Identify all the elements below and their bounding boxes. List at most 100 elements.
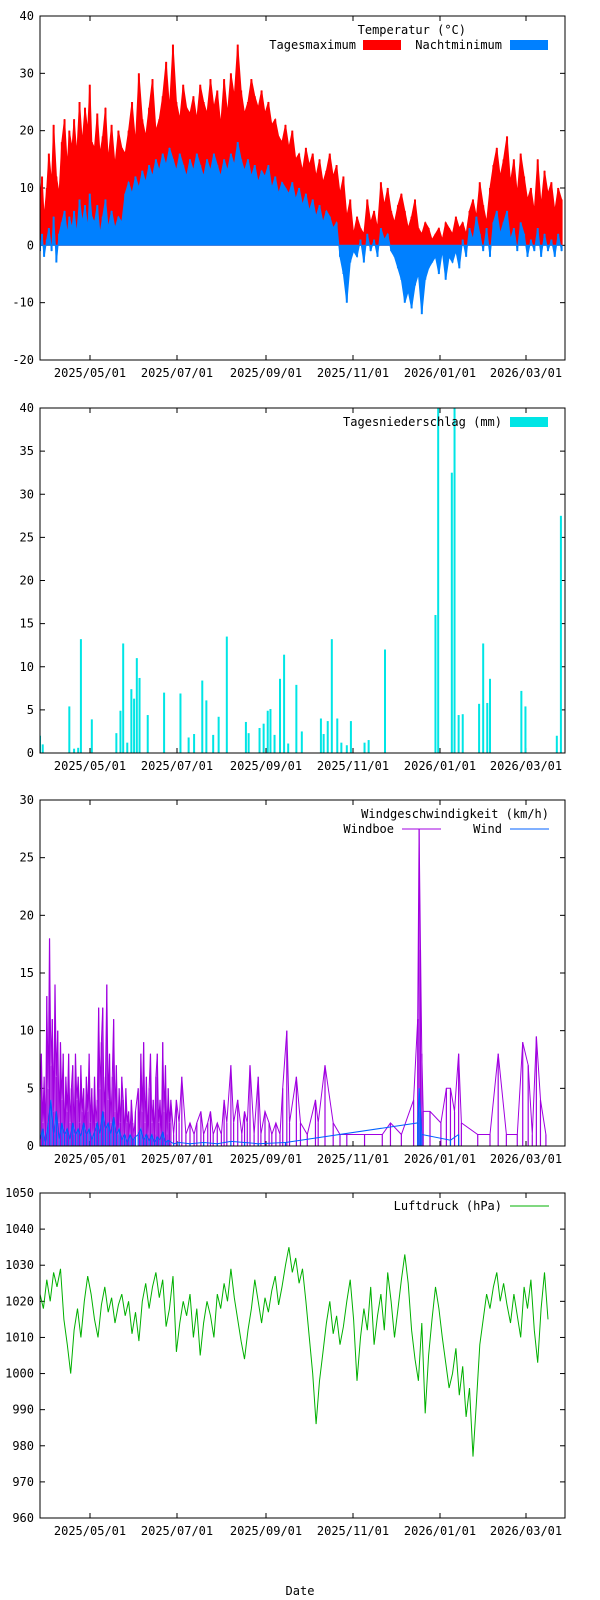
plot-frame [39, 407, 566, 754]
x-tick-label: 2026/03/01 [490, 1152, 562, 1166]
x-tick-label: 2025/11/01 [317, 1152, 389, 1166]
y-tick-label: 1010 [5, 1330, 34, 1344]
y-tick-label: 20 [20, 908, 34, 922]
x-tick-label: 2025/09/01 [230, 1152, 302, 1166]
data-bar [266, 710, 269, 753]
data-bar [319, 718, 322, 753]
data-bar [135, 658, 138, 753]
x-tick-label: 2025/09/01 [230, 759, 302, 773]
y-tick-label: 0 [27, 238, 34, 252]
series-1 [40, 142, 563, 315]
data-bar [461, 714, 464, 753]
x-tick-label: 2026/01/01 [404, 1152, 476, 1166]
y-tick-label: 30 [20, 487, 34, 501]
y-tick-label: -10 [12, 296, 34, 310]
legend-label: Windboe [343, 822, 394, 836]
data-bar [79, 639, 82, 753]
data-bar [349, 721, 352, 753]
air-pressure-chart: 1050 1040 1030 1020 1010 1000 990 980 970 960 2025… [5, 1186, 566, 1538]
plot-area [40, 1247, 549, 1457]
data-bar [340, 742, 343, 753]
data-bar [212, 734, 215, 753]
series-0 [40, 408, 562, 753]
x-axis-label: Date [286, 1584, 315, 1598]
data-bar [273, 734, 276, 753]
data-bar [163, 692, 166, 753]
plot-area [40, 828, 547, 1146]
x-tick-label: 2025/09/01 [230, 366, 302, 380]
data-bar [244, 721, 247, 753]
wind-speed-chart: 30 25 20 15 10 5 0 2025/05/01 2025/07/01 2025/09/… [20, 793, 566, 1166]
x-tick-label: 2025/07/01 [141, 366, 213, 380]
y-tick-label: 5 [27, 703, 34, 717]
x-tick-label: 2025/07/01 [141, 1524, 213, 1538]
plot-frame [39, 799, 566, 1147]
data-bar [295, 684, 298, 753]
data-bar [486, 702, 489, 753]
y-tick-label: 1040 [5, 1222, 34, 1236]
legend-swatch [510, 40, 548, 50]
plot-frame [39, 15, 566, 361]
data-bar [217, 716, 220, 753]
x-tick-label: 2026/01/01 [404, 759, 476, 773]
x-tick-label: 2026/01/01 [404, 1524, 476, 1538]
legend-label: Wind [473, 822, 502, 836]
y-tick-label: 1000 [5, 1367, 34, 1381]
data-bar [138, 677, 141, 753]
data-bar [262, 723, 265, 753]
y-tick-label: 15 [20, 617, 34, 631]
plot-area [40, 408, 562, 753]
y-tick-label: 960 [12, 1511, 34, 1525]
y-tick-label: 0 [27, 746, 34, 760]
legend-label: Luftdruck (hPa) [394, 1199, 502, 1213]
data-bar [434, 615, 437, 753]
y-tick-label: 1030 [5, 1258, 34, 1272]
x-tick-label: 2025/11/01 [317, 1524, 389, 1538]
x-tick-label: 2026/01/01 [404, 366, 476, 380]
legend-label: Tagesmaximum [269, 38, 356, 52]
y-tick-label: 40 [20, 401, 34, 415]
data-bar [478, 703, 481, 753]
x-tick-label: 2025/05/01 [54, 366, 126, 380]
data-bar [122, 643, 125, 753]
data-bar [384, 649, 386, 753]
data-bar [68, 706, 71, 753]
data-bar [330, 639, 333, 753]
temperature-chart: 40 30 20 10 0 -10 -20 2025/05/01 2025/07/01 2025/… [12, 9, 566, 380]
data-bar [247, 733, 250, 753]
data-bar [90, 719, 93, 753]
legend-label: Nachtminimum [415, 38, 502, 52]
y-tick-label: 15 [20, 966, 34, 980]
data-bar [269, 709, 272, 753]
x-tick-label: 2025/07/01 [141, 1152, 213, 1166]
y-tick-label: 10 [20, 660, 34, 674]
data-bar [126, 742, 129, 753]
y-tick-label: 25 [20, 530, 34, 544]
data-bar [300, 731, 303, 753]
series-0 [40, 828, 547, 1146]
data-bar [41, 744, 44, 753]
data-bar [115, 733, 118, 753]
y-tick-label: 990 [12, 1403, 34, 1417]
y-tick-label: -20 [12, 353, 34, 367]
data-bar [279, 678, 281, 753]
data-bar [133, 698, 136, 753]
y-tick-label: 0 [27, 1139, 34, 1153]
data-bar [524, 706, 527, 753]
y-tick-label: 10 [20, 181, 34, 195]
legend-swatch [510, 417, 548, 427]
y-tick-label: 40 [20, 9, 34, 23]
x-tick-label: 2025/05/01 [54, 759, 126, 773]
y-tick-label: 30 [20, 66, 34, 80]
data-bar [130, 689, 133, 753]
data-bar [367, 740, 370, 753]
data-bar [482, 643, 485, 753]
x-tick-label: 2025/11/01 [317, 366, 389, 380]
y-tick-label: 35 [20, 444, 34, 458]
x-tick-label: 2026/03/01 [490, 1524, 562, 1538]
x-tick-label: 2025/05/01 [54, 1524, 126, 1538]
data-bar [437, 408, 440, 753]
x-tick-label: 2026/03/01 [490, 759, 562, 773]
legend-swatch [363, 40, 401, 50]
